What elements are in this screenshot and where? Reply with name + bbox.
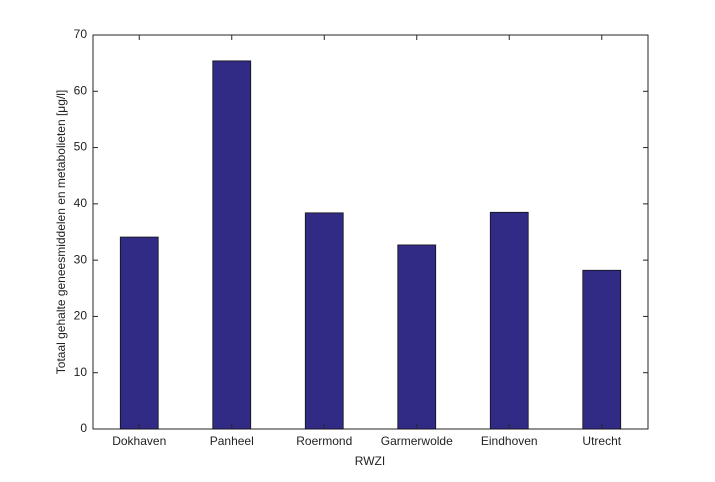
y-axis-label: Totaal gehalte geneesmiddelen en metabol… [54, 90, 68, 374]
y-tick-label: 10 [74, 365, 88, 379]
x-tick-label: Roermond [296, 434, 352, 448]
x-axis-label: RWZI [355, 454, 385, 468]
y-tick-label: 20 [74, 309, 88, 323]
y-tick-label: 40 [74, 196, 88, 210]
bar [397, 244, 437, 430]
y-tick-label: 0 [80, 421, 87, 435]
y-tick-label: 60 [74, 83, 88, 97]
x-tick-label: Utrecht [582, 434, 621, 448]
bar [304, 212, 344, 430]
bar [119, 236, 159, 430]
axes-box [92, 34, 649, 430]
x-tick-label: Dokhaven [112, 434, 166, 448]
x-tick-label: Panheel [210, 434, 254, 448]
bar [212, 60, 252, 430]
bar [489, 211, 529, 430]
y-tick-label: 50 [74, 140, 88, 154]
x-tick-label: Eindhoven [481, 434, 538, 448]
x-tick-label: Garmerwolde [381, 434, 453, 448]
y-tick-label: 70 [74, 27, 88, 41]
y-tick-label: 30 [74, 252, 88, 266]
bar [582, 269, 622, 430]
